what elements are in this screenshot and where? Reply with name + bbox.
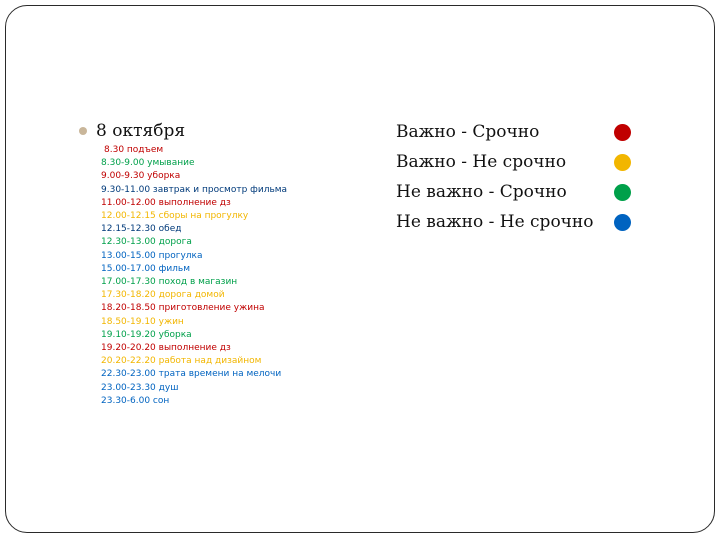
schedule-item: 8.30-9.00 умывание	[101, 158, 195, 169]
legend-row: Не важно - Срочно	[396, 177, 631, 207]
schedule-list: 8.30 подъем 8.30-9.00 умывание 9.00-9.30 у…	[101, 144, 369, 408]
schedule-item: 18.20-18.50 приготовление ужина	[101, 303, 265, 314]
schedule-item: 9.00-9.30 уборка	[101, 171, 181, 182]
schedule-item: 22.30-23.00 трата времени на мелочи	[101, 369, 282, 380]
priority-dot-icon	[614, 213, 631, 231]
priority-dot-icon	[614, 183, 631, 201]
schedule-item: 12.00-12.15 сборы на прогулку	[101, 211, 249, 222]
legend-label: Важно - Не срочно	[396, 152, 567, 172]
priority-dot-icon	[614, 123, 631, 141]
schedule-item: 12.15-12.30 обед	[101, 224, 182, 235]
schedule-item: 18.50-19.10 ужин	[101, 316, 184, 327]
legend-row: Не важно - Не срочно	[396, 207, 631, 237]
schedule-item: 23.00-23.30 душ	[101, 382, 179, 393]
legend-row: Важно - Не срочно	[396, 147, 631, 177]
date-heading-row: 8 октября	[79, 118, 369, 144]
schedule-item: 23.30-6.00 сон	[101, 395, 170, 406]
schedule-item: 15.00-17.00 фильм	[101, 263, 191, 274]
legend-label: Не важно - Не срочно	[396, 212, 594, 232]
schedule-item: 8.30 подъем	[104, 145, 164, 155]
schedule-item: 17.00-17.30 поход в магазин	[101, 277, 238, 288]
priority-dot-icon	[614, 153, 631, 171]
slide-frame	[5, 5, 715, 533]
schedule-item: 11.00-12.00 выполнение дз	[101, 197, 231, 208]
schedule-item: 13.00-15.00 прогулка	[101, 250, 203, 261]
schedule-item: 19.10-19.20 уборка	[101, 329, 192, 340]
date-heading: 8 октября	[96, 121, 186, 141]
schedule-item: 20.20-22.20 работа над дизайном	[101, 356, 262, 367]
schedule-item: 19.20-20.20 выполнение дз	[101, 343, 231, 354]
schedule-item: 12.30-13.00 дорога	[101, 237, 192, 248]
schedule-panel: 8 октября 8.30 подъем 8.30-9.00 умывание 9…	[79, 118, 369, 408]
legend-label: Важно - Срочно	[396, 122, 540, 142]
legend-label: Не важно - Срочно	[396, 182, 567, 202]
priority-legend: Важно - Срочно Важно - Не срочно Не важно …	[396, 117, 631, 237]
legend-row: Важно - Срочно	[396, 117, 631, 147]
schedule-item: 9.30-11.00 завтрак и просмотр фильма	[101, 184, 288, 195]
bullet-icon	[79, 127, 87, 135]
schedule-item: 17.30-18.20 дорога домой	[101, 290, 225, 301]
